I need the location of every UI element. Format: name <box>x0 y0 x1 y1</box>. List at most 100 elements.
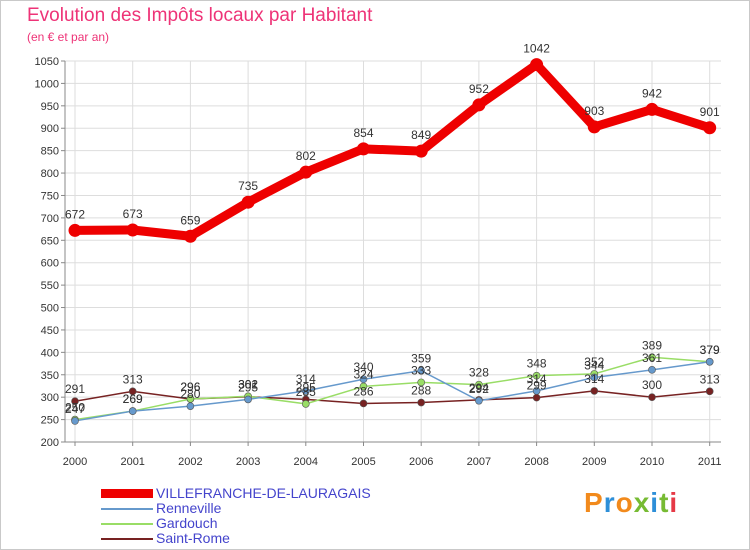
y-tick-label: 950 <box>41 101 59 113</box>
data-point-main <box>703 121 717 135</box>
y-tick-label: 500 <box>41 303 59 315</box>
data-point <box>417 366 426 375</box>
data-point-main <box>645 102 659 116</box>
data-label: 849 <box>411 128 431 142</box>
data-label: 296 <box>180 380 200 394</box>
data-label: 295 <box>296 380 316 394</box>
data-label: 352 <box>584 355 604 369</box>
data-label: 314 <box>296 372 316 386</box>
data-label: 291 <box>65 382 85 396</box>
series-line-2 <box>74 356 711 421</box>
data-label: 361 <box>642 351 662 365</box>
data-point-main <box>414 144 428 158</box>
data-label: 379 <box>700 343 720 357</box>
data-label: 299 <box>527 379 547 393</box>
data-label: 389 <box>642 338 662 352</box>
data-label: 286 <box>353 384 373 398</box>
x-tick-label: 2004 <box>294 456 318 468</box>
data-point <box>417 378 426 387</box>
proxiti-logo: Proxiti <box>584 487 678 519</box>
series-line-3 <box>74 390 711 405</box>
data-point <box>71 417 79 425</box>
data-point <box>475 396 483 405</box>
series-line-1 <box>74 361 711 422</box>
x-tick-label: 2003 <box>236 456 260 468</box>
legend-label-villefranche: VILLEFRANCHE-DE-LAURAGAIS <box>156 485 371 501</box>
data-label: 673 <box>123 207 143 221</box>
data-label: 854 <box>353 126 373 140</box>
y-tick-label: 700 <box>41 213 59 225</box>
data-label: 313 <box>700 372 720 386</box>
data-point <box>71 397 79 406</box>
logo-letter: i <box>669 487 679 518</box>
y-tick-label: 1050 <box>35 56 59 68</box>
data-label: 314 <box>584 372 604 386</box>
data-label: 324 <box>353 367 373 381</box>
y-tick-label: 200 <box>41 437 59 449</box>
legend-swatch-gardouch <box>101 523 153 525</box>
data-point <box>301 400 310 408</box>
x-tick-label: 2006 <box>409 456 433 468</box>
y-tick-label: 750 <box>41 190 59 202</box>
data-point <box>186 402 195 410</box>
legend-swatch-saint-rome <box>101 538 153 540</box>
data-label: 659 <box>180 213 200 227</box>
data-point <box>705 357 714 366</box>
chart-title: Evolution des Impôts locaux par Habitant <box>27 5 373 26</box>
data-point <box>648 353 656 362</box>
data-label: 735 <box>238 179 258 193</box>
chart-subtitle: (en € et par an) <box>27 30 110 44</box>
data-label: 302 <box>238 377 258 391</box>
series-line-0 <box>70 60 715 241</box>
data-point <box>590 387 599 395</box>
data-point <box>648 366 656 374</box>
y-tick-label: 300 <box>41 392 59 404</box>
data-label: 280 <box>180 387 200 401</box>
x-tick-label: 2009 <box>582 456 606 468</box>
logo-letter: x <box>633 487 651 518</box>
y-tick-label: 1000 <box>35 78 59 90</box>
data-label: 333 <box>411 363 431 377</box>
data-label: 903 <box>584 104 604 118</box>
data-point-main <box>357 142 370 156</box>
data-label: 328 <box>469 366 489 380</box>
data-point-main <box>126 223 140 237</box>
data-point-main <box>241 195 255 209</box>
x-tick-label: 2005 <box>351 456 375 468</box>
data-point <box>128 407 137 415</box>
logo-letter: o <box>615 487 634 518</box>
data-point <box>648 393 656 401</box>
data-point <box>590 373 599 382</box>
y-tick-label: 850 <box>41 146 59 158</box>
data-label: 294 <box>469 381 489 395</box>
data-label: 359 <box>411 352 431 366</box>
y-tick-label: 400 <box>41 347 59 359</box>
y-tick-label: 600 <box>41 258 59 270</box>
data-point <box>128 387 137 396</box>
data-label: 295 <box>238 380 258 394</box>
data-label: 1042 <box>523 42 550 56</box>
data-point-main <box>472 98 486 112</box>
data-label: 292 <box>469 382 489 396</box>
data-point <box>705 387 714 396</box>
data-label: 247 <box>65 402 85 416</box>
data-label: 269 <box>123 392 143 406</box>
data-point <box>359 399 368 408</box>
x-tick-label: 2008 <box>524 456 548 468</box>
data-label: 314 <box>527 372 547 386</box>
legend-label-saint-rome: Saint-Rome <box>156 530 230 546</box>
y-tick-label: 800 <box>41 168 59 180</box>
data-point <box>532 387 541 395</box>
data-label: 340 <box>353 360 373 374</box>
y-tick-label: 350 <box>41 370 59 382</box>
data-label: 344 <box>584 358 604 372</box>
data-label: 250 <box>65 401 85 415</box>
logo-letter: t <box>659 487 670 518</box>
x-tick-label: 2010 <box>640 456 664 468</box>
y-tick-label: 650 <box>41 235 59 247</box>
x-tick-label: 2002 <box>178 456 202 468</box>
legend-swatch-villefranche <box>101 489 153 498</box>
data-point-main <box>587 120 601 134</box>
data-label: 288 <box>411 384 431 398</box>
